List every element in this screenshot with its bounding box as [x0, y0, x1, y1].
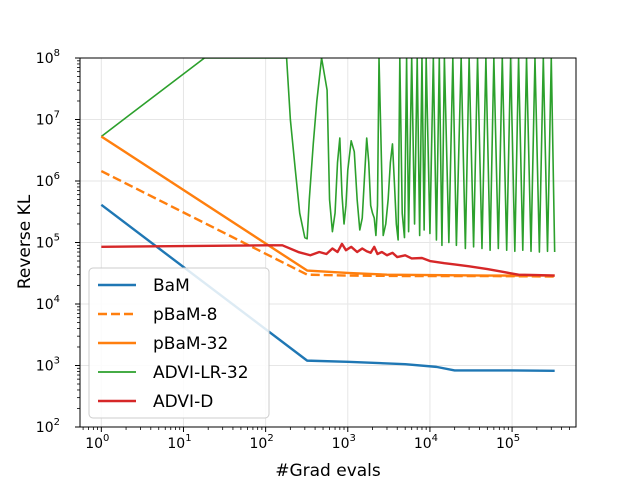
legend-label: ADVI-D	[153, 392, 213, 412]
x-axis-ticks: 100 101 102 103 104 105	[85, 427, 520, 452]
series-line-pbam-32	[100, 135, 555, 277]
x-tick-label: 100	[85, 433, 109, 452]
y-axis-ticks: 102 103 104 105 106 107 108	[36, 48, 80, 436]
series-layer	[100, 58, 556, 372]
x-tick-label: 104	[414, 433, 438, 452]
legend-label: pBaM-8	[153, 305, 218, 325]
y-axis-label: Reverse KL	[15, 194, 35, 289]
legend: BaM pBaM-8 pBaM-32 ADVI-LR-32 ADVI-D	[88, 267, 270, 419]
series-line-advi-lr-32	[100, 58, 556, 253]
x-tick-label: 101	[167, 433, 191, 452]
x-axis-label: #Grad evals	[275, 461, 381, 480]
series-line-bam	[100, 203, 555, 372]
x-tick-label: 103	[332, 433, 356, 452]
y-tick-label: 102	[36, 417, 60, 436]
y-tick-label: 107	[36, 110, 60, 129]
legend-label: BaM	[153, 276, 190, 296]
y-tick-label: 104	[36, 294, 60, 313]
x-tick-label: 102	[250, 433, 274, 452]
legend-label: pBaM-32	[153, 334, 228, 354]
y-tick-label: 108	[36, 48, 60, 67]
legend-box	[88, 267, 270, 419]
series-line-advi-d	[101, 242, 555, 277]
y-tick-label: 105	[36, 233, 60, 252]
legend-label: ADVI-LR-32	[153, 363, 249, 383]
x-tick-label: 105	[496, 433, 520, 452]
y-tick-label: 106	[36, 171, 60, 190]
y-tick-label: 103	[36, 356, 60, 375]
